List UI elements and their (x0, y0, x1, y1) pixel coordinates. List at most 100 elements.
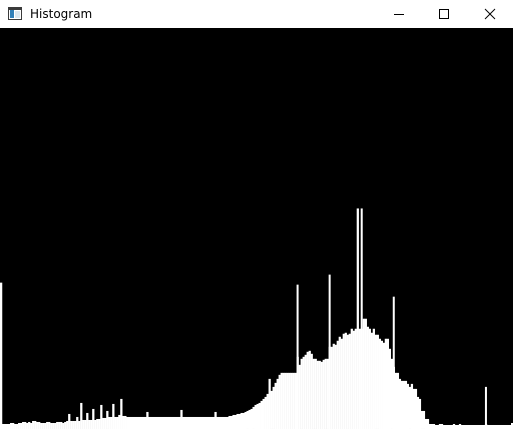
histogram-bar (382, 342, 385, 429)
histogram-bar (450, 424, 454, 429)
histogram-bar (306, 351, 309, 429)
histogram-bar (272, 386, 275, 429)
histogram-bar (210, 416, 213, 429)
histogram-bar (388, 348, 392, 429)
histogram-bar (362, 318, 365, 429)
histogram-bar (284, 372, 287, 429)
histogram-bar (496, 424, 500, 429)
histogram-bar (224, 416, 227, 429)
histogram-bar (222, 416, 225, 429)
minimize-icon (394, 14, 404, 15)
histogram-bar (104, 417, 107, 429)
histogram-bar (0, 282, 3, 429)
maximize-button[interactable] (421, 0, 467, 28)
histogram-bar (118, 414, 121, 429)
histogram-bar (482, 424, 486, 429)
histogram-bar (170, 416, 173, 429)
histogram-bar (286, 372, 289, 429)
histogram-bar (176, 416, 179, 429)
histogram-bar (38, 421, 41, 429)
histogram-bar (58, 421, 61, 429)
histogram-bar (228, 415, 231, 429)
histogram-bar (292, 372, 295, 429)
histogram-bar (136, 416, 139, 429)
close-icon (484, 8, 496, 20)
histogram-bar (122, 415, 125, 429)
histogram-bar (418, 398, 422, 429)
histogram-bar (444, 424, 448, 429)
histogram-bar (446, 424, 450, 429)
histogram-bar (44, 422, 47, 429)
histogram-bar (20, 422, 23, 429)
histogram-bar (148, 416, 151, 429)
histogram-bar (432, 423, 436, 429)
histogram-bar (368, 328, 371, 429)
histogram-bar (26, 422, 29, 429)
histogram-bar (254, 404, 257, 429)
histogram-bar (150, 416, 153, 429)
histogram-bar (48, 421, 51, 429)
histogram-bar (352, 330, 355, 429)
app-window-icon[interactable] (8, 7, 22, 20)
histogram-bar (464, 424, 468, 429)
histogram-bar (220, 416, 223, 429)
histogram-bar (186, 416, 189, 429)
histogram-bar (100, 404, 103, 429)
histogram-spike (360, 208, 363, 429)
histogram-bar (162, 416, 165, 429)
histogram-bar (152, 416, 155, 429)
histogram-bar (342, 333, 345, 429)
histogram-bar (511, 422, 513, 429)
histogram-bar (32, 420, 35, 429)
close-button[interactable] (467, 0, 513, 28)
app-icon-top-bar (9, 8, 21, 10)
histogram-bar (174, 416, 177, 429)
histogram-bar (198, 416, 201, 429)
histogram-bar (166, 416, 169, 429)
histogram-bar (248, 409, 251, 429)
histogram-bar (346, 334, 349, 429)
histogram-bar (332, 343, 335, 429)
histogram-bar (206, 416, 209, 429)
histogram-bar (348, 333, 351, 429)
histogram-bar (76, 416, 79, 429)
minimize-button[interactable] (376, 0, 422, 28)
histogram-bar (60, 421, 63, 429)
histogram-bar (242, 412, 245, 429)
histogram-bar (366, 326, 369, 429)
histogram-bar (424, 418, 428, 429)
histogram-bar (310, 353, 313, 429)
histogram-bar (314, 358, 317, 429)
histogram-bar (158, 416, 161, 429)
histogram-bar (82, 419, 85, 429)
histogram-bar (340, 338, 343, 429)
histogram-bar (94, 419, 97, 429)
histogram-bar (336, 340, 339, 429)
histogram-bar (492, 424, 496, 429)
histogram-bar (278, 374, 281, 429)
histogram-bar (182, 416, 185, 429)
histogram-bar (390, 358, 394, 429)
app-icon-left-pane (10, 10, 14, 18)
histogram-bar (116, 416, 119, 429)
histogram-bar (154, 416, 157, 429)
histogram-bar (144, 416, 147, 429)
histogram-bar (250, 408, 253, 429)
histogram-bar (498, 424, 502, 429)
histogram-bar (412, 388, 416, 429)
maximize-icon (439, 9, 449, 19)
histogram-bar (324, 358, 327, 429)
histogram-bar (270, 390, 273, 429)
histogram-bar (96, 418, 99, 429)
histogram-bar (376, 334, 379, 429)
histogram-bar (276, 378, 279, 429)
histogram-bar (200, 416, 203, 429)
histogram-bar (112, 403, 115, 429)
title-bar[interactable]: Histogram (0, 0, 513, 28)
histogram-bar (316, 360, 319, 429)
histogram-bar (40, 422, 43, 429)
histogram-bar (274, 382, 277, 429)
histogram-bar (156, 416, 159, 429)
histogram-bar (440, 423, 444, 429)
histogram-bar (120, 398, 123, 429)
